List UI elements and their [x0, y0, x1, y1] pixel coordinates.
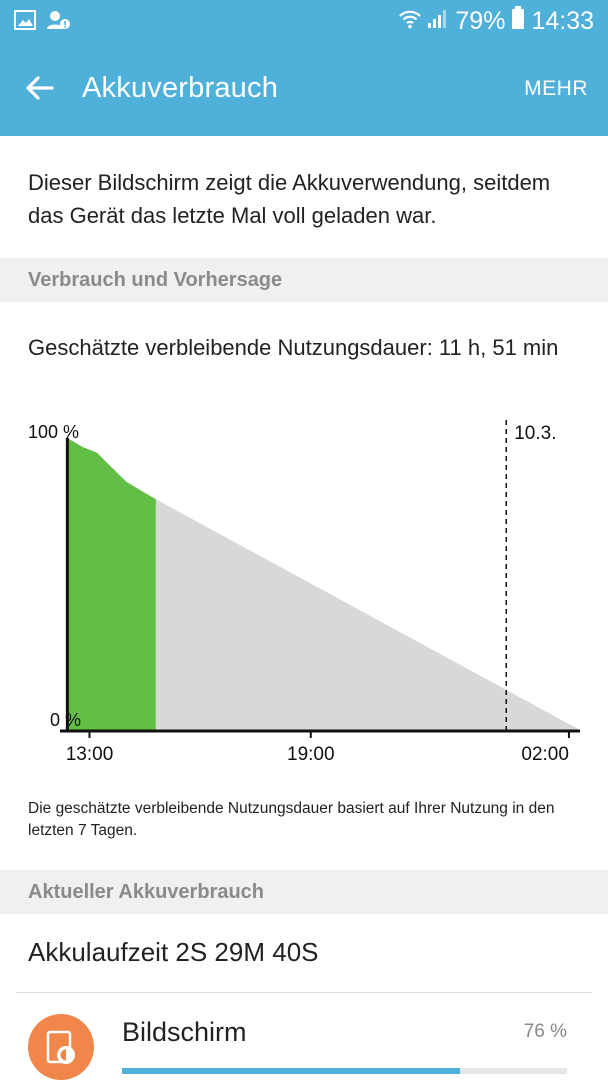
wifi-icon — [399, 7, 422, 36]
screen-brightness-icon — [28, 1014, 94, 1080]
battery-runtime: Akkulaufzeit 2S 29M 40S — [28, 937, 319, 967]
usage-item-name: Bildschirm — [122, 1017, 247, 1047]
signal-icon — [427, 7, 449, 36]
area-actual — [67, 438, 156, 730]
back-arrow-icon[interactable] — [22, 70, 58, 106]
estimated-remaining-time: Geschätzte verbleibende Nutzungsdauer: 1… — [28, 335, 559, 360]
divider — [16, 992, 592, 993]
clock: 14:33 — [531, 7, 594, 35]
battery-chart: 10.3. 100 % 0 % 13:00 19:00 02:00 — [0, 410, 608, 770]
battery-icon — [511, 6, 525, 37]
gallery-icon — [14, 9, 36, 36]
page-title: Akkuverbrauch — [82, 72, 279, 104]
x-tick-label: 02:00 — [521, 744, 569, 765]
x-tick-label: 13:00 — [66, 744, 114, 765]
usage-item-percent: 76 % — [523, 1021, 567, 1042]
more-button[interactable]: MEHR — [524, 77, 588, 100]
section-header-current-usage: Aktueller Akkuverbrauch — [0, 870, 608, 914]
section-header-usage-forecast: Verbrauch und Vorhersage — [0, 258, 608, 302]
user-alert-icon — [46, 9, 70, 36]
usage-progress-fill — [122, 1068, 461, 1074]
battery-chart-svg: 10.3. 100 % 0 % 13:00 19:00 02:00 — [28, 420, 580, 765]
intro-text: Dieser Bildschirm zeigt die Akkuverwendu… — [28, 170, 551, 228]
date-marker-label: 10.3. — [514, 423, 556, 444]
y-tick-label: 100 % — [28, 422, 79, 442]
battery-percent: 79% — [455, 7, 506, 35]
area-forecast — [155, 499, 580, 730]
status-bar: 79% 14:33 — [0, 0, 608, 40]
forecast-footnote: Die geschätzte verbleibende Nutzungsdaue… — [28, 800, 555, 839]
app-bar: Akkuverbrauch MEHR — [0, 40, 608, 136]
usage-item-screen[interactable]: Bildschirm 76 % — [0, 1000, 608, 1080]
y-tick-label: 0 % — [50, 710, 81, 730]
usage-progress-track — [122, 1068, 567, 1074]
x-tick-label: 19:00 — [287, 744, 335, 765]
